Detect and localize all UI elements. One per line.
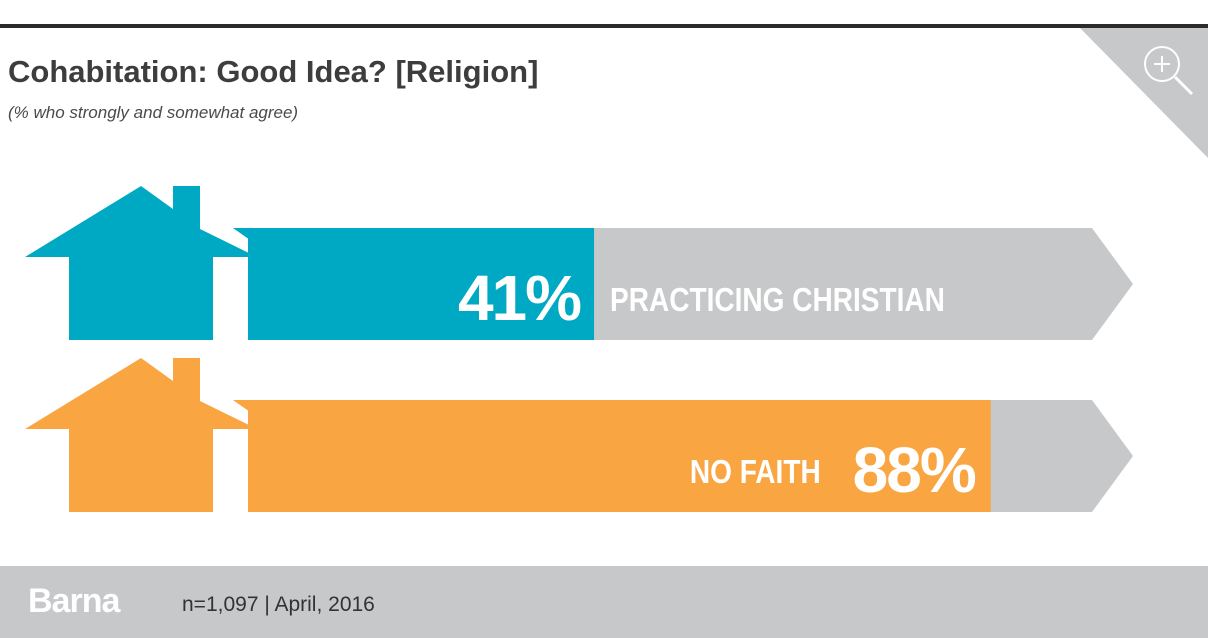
category-label: NO FAITH bbox=[690, 454, 821, 491]
bar bbox=[248, 400, 991, 512]
chart-subtitle: (% who strongly and somewhat agree) bbox=[8, 103, 299, 122]
value-label: 41% bbox=[458, 262, 581, 334]
chart-title: Cohabitation: Good Idea? [Religion] bbox=[8, 54, 539, 89]
footer: Barna n=1,097 | April, 2016 bbox=[0, 566, 1208, 638]
roof-connector bbox=[233, 228, 291, 269]
value-label: 88% bbox=[853, 434, 976, 506]
category-label: PRACTICING CHRISTIAN bbox=[610, 282, 945, 319]
zoom-corner[interactable] bbox=[1070, 28, 1208, 158]
bar bbox=[248, 228, 595, 340]
corner-tab bbox=[1080, 28, 1208, 158]
roof-connector bbox=[233, 400, 291, 441]
top-rule bbox=[0, 24, 1208, 28]
zoom-in-icon[interactable] bbox=[1144, 46, 1194, 96]
sample-note: n=1,097 | April, 2016 bbox=[182, 593, 375, 616]
house-icon bbox=[25, 186, 257, 340]
house-icon bbox=[25, 358, 257, 512]
brand-logo: Barna bbox=[28, 582, 120, 620]
chart: 41% PRACTICING CHRISTIAN 88% NO FAITH bbox=[25, 186, 1133, 512]
